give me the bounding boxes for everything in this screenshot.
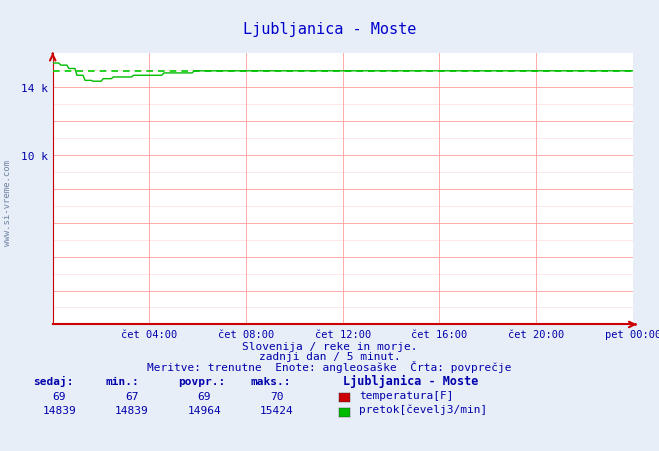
Text: 70: 70 (270, 391, 283, 400)
Text: 69: 69 (53, 391, 66, 400)
Text: pretok[čevelj3/min]: pretok[čevelj3/min] (359, 404, 488, 414)
Text: www.si-vreme.com: www.si-vreme.com (3, 160, 13, 246)
Text: 14839: 14839 (115, 405, 149, 415)
Text: Ljubljanica - Moste: Ljubljanica - Moste (243, 22, 416, 37)
Text: 15424: 15424 (260, 405, 294, 415)
Text: Meritve: trenutne  Enote: angleosaške  Črta: povprečje: Meritve: trenutne Enote: angleosaške Črt… (147, 360, 512, 372)
Text: Slovenija / reke in morje.: Slovenija / reke in morje. (242, 341, 417, 351)
Text: Ljubljanica - Moste: Ljubljanica - Moste (343, 374, 478, 387)
Text: 67: 67 (125, 391, 138, 400)
Text: 14839: 14839 (42, 405, 76, 415)
Text: min.:: min.: (105, 376, 139, 386)
Text: maks.:: maks.: (250, 376, 291, 386)
Text: 14964: 14964 (187, 405, 221, 415)
Text: temperatura[F]: temperatura[F] (359, 390, 453, 400)
Text: zadnji dan / 5 minut.: zadnji dan / 5 minut. (258, 351, 401, 361)
Text: sedaj:: sedaj: (33, 375, 73, 386)
Text: 69: 69 (198, 391, 211, 400)
Text: povpr.:: povpr.: (178, 376, 225, 386)
